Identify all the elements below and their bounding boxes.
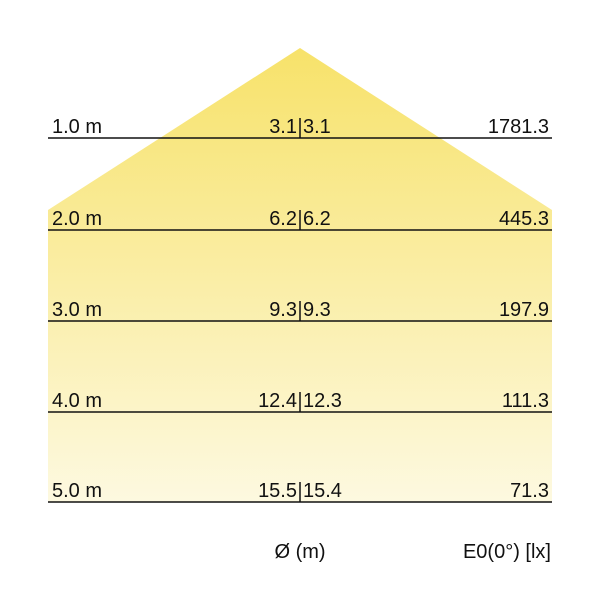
distance-row: 1.0 m 3.1 3.1 1781.3 (48, 116, 552, 139)
diameter-b: 15.4 (303, 480, 342, 502)
diameter-a: 15.5 (258, 480, 297, 502)
illuminance-label: E0(0°) [lx] (463, 541, 551, 563)
diameter-b: 9.3 (303, 299, 331, 321)
illuminance-value: 445.3 (499, 208, 549, 230)
diameter-b: 6.2 (303, 208, 331, 230)
diameter-b: 12.3 (303, 390, 342, 412)
illuminance-value: 197.9 (499, 299, 549, 321)
diameter-a: 3.1 (269, 116, 297, 138)
illuminance-value: 1781.3 (488, 116, 549, 138)
distance-label: 3.0 m (52, 299, 102, 321)
distance-row: 4.0 m 12.4 12.3 111.3 (48, 390, 552, 413)
distance-label: 5.0 m (52, 480, 102, 502)
diameter-label: Ø (m) (274, 541, 325, 563)
distance-row: 2.0 m 6.2 6.2 445.3 (48, 208, 552, 231)
diameter-b: 3.1 (303, 116, 331, 138)
light-cone (48, 48, 552, 502)
diameter-a: 12.4 (258, 390, 297, 412)
illuminance-value: 111.3 (502, 390, 549, 412)
illuminance-value: 71.3 (510, 480, 549, 502)
distance-row: 3.0 m 9.3 9.3 197.9 (48, 299, 552, 322)
distance-label: 4.0 m (52, 390, 102, 412)
distance-label: 1.0 m (52, 116, 102, 138)
diameter-a: 9.3 (269, 299, 297, 321)
distance-label: 2.0 m (52, 208, 102, 230)
diameter-a: 6.2 (269, 208, 297, 230)
distance-row: 5.0 m 15.5 15.4 71.3 (48, 480, 552, 503)
